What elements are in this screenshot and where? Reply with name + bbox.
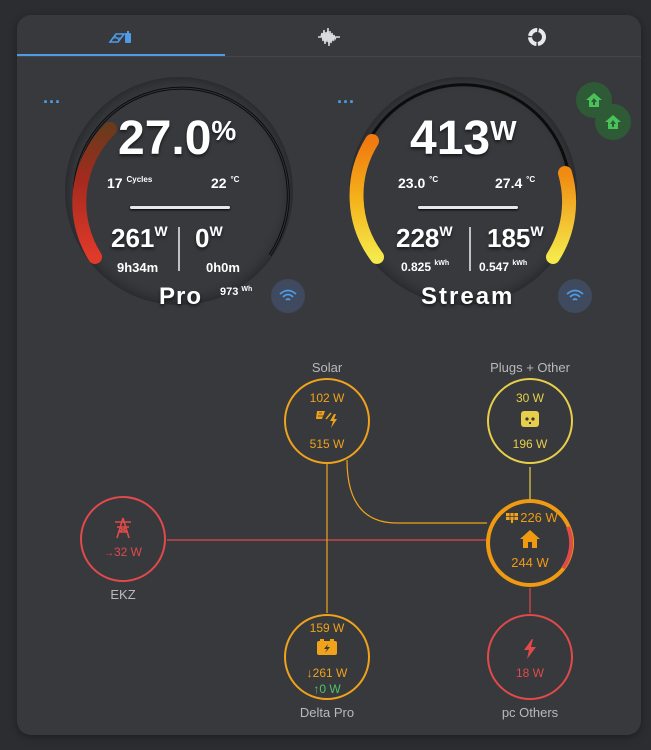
home-up-icon: [586, 93, 602, 107]
pro-output-power: 0W: [195, 223, 223, 253]
pro-battery-gauge: [65, 77, 293, 305]
tab-bar: [17, 15, 641, 59]
solar-label: Solar: [311, 360, 343, 375]
tab-waveform[interactable]: [225, 15, 433, 59]
pro-power-separator: [178, 227, 180, 271]
stream-input-energy: 0.825 kWh: [401, 260, 450, 274]
solar-bottom-value: 515 W: [309, 437, 345, 451]
pc-value: 18 W: [515, 666, 545, 680]
pro-device-name: Pro: [159, 283, 203, 310]
pro-cycles: 17 Cycles: [107, 175, 153, 191]
pro-menu-button[interactable]: ...: [43, 87, 62, 107]
pc-node: [487, 614, 573, 700]
tab-divider: [17, 56, 641, 57]
power-flow-lines: [80, 378, 574, 700]
stream-power-gauge: [349, 77, 577, 305]
transmission-tower-icon: [115, 517, 131, 539]
pro-wifi-button[interactable]: [271, 279, 305, 313]
stream-input-arc: [349, 134, 384, 264]
pro-temperature: 22 °C: [211, 175, 240, 191]
battery-input-value: ↑0 W: [313, 682, 341, 696]
stream-output-power: 185W: [487, 223, 544, 253]
stream-temperature-2: 27.4 °C: [495, 175, 536, 191]
plugs-bottom-value: 196 W: [512, 437, 548, 451]
energy-dashboard-card: ... 27.0% 17 Cycles 22 °C 261W 0W 9h34m …: [17, 15, 641, 735]
stream-output-arc: [546, 166, 577, 264]
lightning-icon: [524, 639, 536, 659]
solar-panel-icon: [506, 513, 518, 523]
stream-input-power: 228W: [396, 223, 453, 253]
grid-node: [80, 496, 166, 582]
battery-node: [284, 614, 370, 700]
power-socket-icon: [521, 411, 539, 427]
pro-battery-value: 27.0%: [118, 112, 237, 165]
pro-output-time: 0h0m: [206, 260, 240, 275]
wifi-icon: [279, 289, 297, 301]
grid-label: EKZ: [110, 587, 136, 602]
battery-output-value: ↓261 W: [306, 666, 348, 680]
stream-power-separator: [469, 227, 471, 271]
battery-top-value: 159 W: [309, 621, 345, 635]
pro-divider: [130, 206, 230, 209]
stream-power-value: 413W: [410, 112, 517, 165]
plugs-top-value: 30 W: [515, 391, 545, 405]
stream-menu-button[interactable]: ...: [337, 87, 356, 107]
pro-battery-level-arc: [72, 122, 117, 264]
pro-capacity: 973 Wh: [220, 286, 253, 298]
wifi-icon: [566, 289, 584, 301]
active-tab-indicator: [17, 54, 225, 56]
pro-input-time: 9h34m: [117, 260, 159, 275]
stream-output-energy: 0.547 kWh: [479, 260, 528, 274]
solar-power-icon: [316, 411, 337, 428]
stream-wifi-button[interactable]: [558, 279, 592, 313]
grid-value: →32 W: [103, 545, 143, 559]
home-total-value: 244 W: [511, 555, 549, 570]
stream-device-name: Stream: [421, 283, 515, 310]
solar-battery-icon: [108, 31, 131, 43]
stream-temperature-1: 23.0 °C: [398, 175, 439, 191]
solar-node: [284, 378, 370, 464]
plugs-label: Plugs + Other: [490, 360, 570, 375]
solar-top-value: 102 W: [309, 391, 345, 405]
pc-label: pc Others: [501, 705, 559, 720]
pro-input-power: 261W: [111, 223, 168, 253]
home-up-icon: [605, 115, 621, 129]
donut-chart-icon: [528, 28, 546, 46]
home-solar-value: 226 W: [520, 510, 558, 525]
tab-solar-battery[interactable]: [17, 15, 225, 59]
tab-distribution[interactable]: [433, 15, 641, 59]
home-icon: [520, 530, 540, 548]
home-mode-button-2[interactable]: [595, 104, 631, 140]
stream-divider: [418, 206, 518, 209]
battery-label: Delta Pro: [299, 705, 355, 720]
battery-station-icon: [317, 639, 337, 655]
waveform-icon: [318, 27, 340, 47]
